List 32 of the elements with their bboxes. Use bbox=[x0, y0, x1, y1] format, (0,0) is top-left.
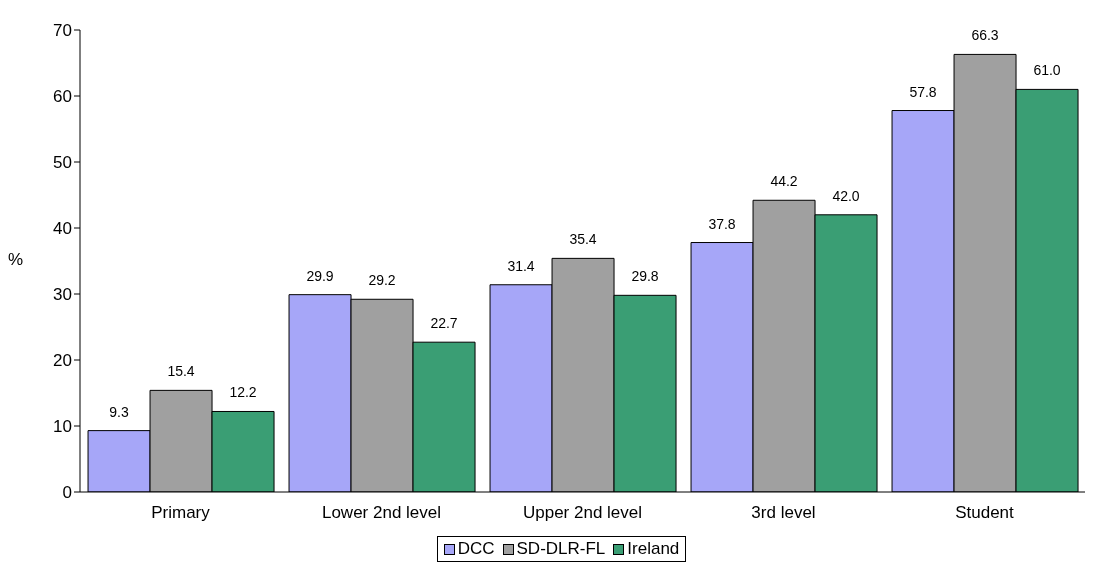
data-label: 9.3 bbox=[109, 403, 129, 420]
data-label: 61.0 bbox=[1033, 62, 1061, 79]
y-axis-title: % bbox=[8, 250, 24, 270]
data-label: 31.4 bbox=[507, 257, 535, 274]
data-label: 35.4 bbox=[569, 231, 597, 248]
legend-label: DCC bbox=[456, 539, 495, 559]
y-tick-label: 30 bbox=[53, 285, 72, 305]
x-tick-label: Student bbox=[955, 503, 1015, 523]
data-label: 29.2 bbox=[368, 272, 396, 289]
y-tick-label: 0 bbox=[62, 483, 72, 503]
x-tick-label: 3rd level bbox=[751, 503, 816, 523]
data-label: 42.0 bbox=[832, 187, 860, 204]
y-tick-label: 10 bbox=[53, 417, 72, 437]
data-label: 29.8 bbox=[631, 268, 659, 285]
data-label: 22.7 bbox=[430, 315, 458, 332]
data-label: 66.3 bbox=[971, 27, 999, 44]
y-tick-label: 20 bbox=[53, 351, 72, 371]
y-tick-label: 70 bbox=[53, 21, 72, 41]
data-label: 15.4 bbox=[167, 363, 195, 380]
x-tick-label: Upper 2nd level bbox=[522, 503, 643, 523]
x-tick-label: Primary bbox=[151, 503, 211, 523]
y-tick-label: 40 bbox=[53, 219, 72, 239]
data-label: 57.8 bbox=[909, 83, 937, 100]
legend-label: SD-DLR-FL bbox=[515, 539, 606, 559]
x-tick-label: Lower 2nd level bbox=[321, 503, 442, 523]
data-label: 37.8 bbox=[708, 215, 736, 232]
data-label: 29.9 bbox=[306, 267, 334, 284]
data-label: 44.2 bbox=[770, 173, 798, 190]
y-tick-label: 50 bbox=[53, 153, 72, 173]
y-tick-label: 60 bbox=[53, 87, 72, 107]
legend-label: Ireland bbox=[626, 539, 680, 559]
data-label: 12.2 bbox=[229, 384, 257, 401]
